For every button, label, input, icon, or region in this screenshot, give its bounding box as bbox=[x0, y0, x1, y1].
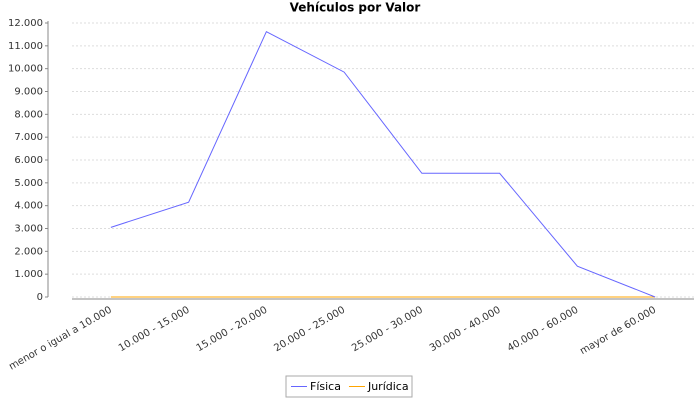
chart-title: Vehículos por Valor bbox=[290, 1, 421, 15]
y-tick-label: 6.000 bbox=[14, 155, 43, 166]
x-tick-label: 15.000 - 20.000 bbox=[195, 305, 270, 355]
y-tick-label: 2.000 bbox=[14, 246, 43, 257]
y-tick-label: 10.000 bbox=[8, 64, 43, 75]
legend: Física Jurídica bbox=[285, 375, 413, 398]
x-tick-label: mayor de 60.000 bbox=[578, 305, 658, 357]
x-tick-label: 25.000 - 30.000 bbox=[350, 305, 425, 355]
y-tick-label: 8.000 bbox=[14, 109, 43, 120]
y-tick-label: 3.000 bbox=[14, 224, 43, 235]
y-tick-label: 9.000 bbox=[14, 87, 43, 98]
y-tick-label: 11.000 bbox=[8, 41, 43, 52]
x-tick-label: menor o igual a 10.000 bbox=[7, 305, 114, 373]
y-tick-label: 5.000 bbox=[14, 178, 43, 189]
x-tick-label: 20.000 - 25.000 bbox=[272, 305, 347, 355]
x-tick-label: 30.000 - 40.000 bbox=[428, 305, 503, 355]
legend-label: Física bbox=[310, 380, 341, 393]
x-tick-label: 10.000 - 15.000 bbox=[117, 305, 192, 355]
x-tick-label: 40.000 - 60.000 bbox=[506, 305, 581, 355]
line-series bbox=[110, 30, 656, 298]
y-tick-label: 7.000 bbox=[14, 132, 43, 143]
y-tick-label: 0 bbox=[37, 292, 43, 303]
y-tick-label: 4.000 bbox=[14, 201, 43, 212]
y-tick-label: 1.000 bbox=[14, 269, 43, 280]
y-tick-label: 12.000 bbox=[8, 18, 43, 29]
legend-label: Jurídica bbox=[367, 380, 409, 393]
